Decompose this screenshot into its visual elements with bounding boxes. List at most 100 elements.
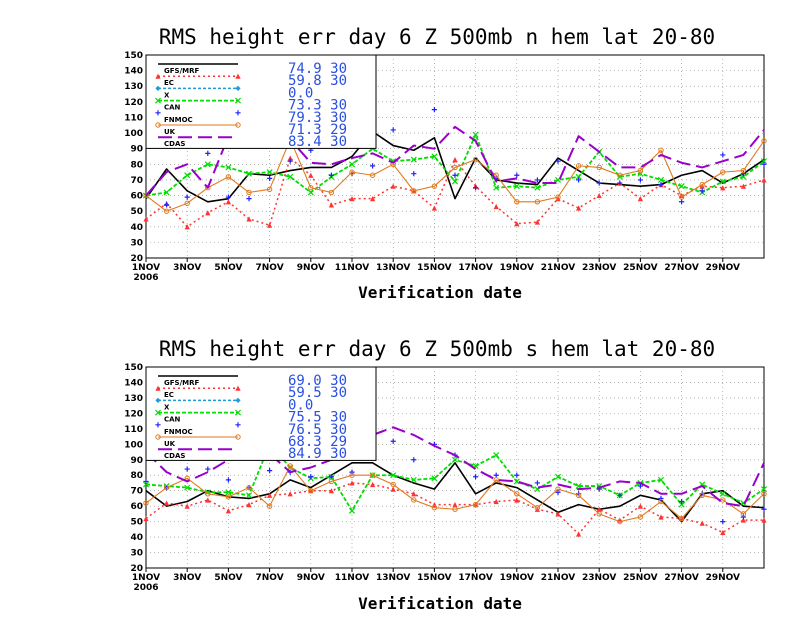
- data-point: [720, 519, 726, 525]
- data-point: [575, 163, 582, 169]
- y-tick-label: 40: [130, 533, 143, 543]
- y-tick-label: 140: [124, 378, 143, 388]
- data-point: [637, 514, 644, 520]
- data-point: [287, 491, 293, 497]
- x-tick-label: 27NOV: [664, 263, 698, 273]
- legend-marker: [155, 434, 161, 440]
- data-point: [493, 477, 499, 483]
- data-point: [369, 172, 376, 178]
- x-tick-label: 15NOV: [417, 263, 451, 273]
- data-point: [596, 180, 602, 186]
- data-point: [143, 192, 149, 199]
- series-can: [142, 131, 768, 199]
- data-point: [411, 497, 417, 503]
- data-point: [555, 158, 561, 164]
- data-point: [143, 515, 149, 522]
- legend-label: EC: [164, 79, 174, 87]
- legend-label: CAN: [164, 416, 181, 424]
- data-point: [576, 177, 582, 183]
- series-uk: [143, 463, 767, 525]
- data-point: [513, 478, 520, 485]
- y-tick-label: 90: [130, 456, 143, 466]
- series-line: [145, 465, 765, 523]
- legend-label: UK: [164, 440, 176, 448]
- y-tick-label: 150: [124, 363, 143, 373]
- data-point: [719, 490, 726, 497]
- data-point: [617, 492, 623, 498]
- data-point: [596, 192, 602, 199]
- data-point: [473, 474, 479, 480]
- data-point: [267, 222, 273, 228]
- legend-label: UK: [164, 128, 176, 136]
- data-point: [740, 514, 746, 520]
- legend-marker: [235, 434, 241, 440]
- data-point: [657, 176, 665, 183]
- y-tick-label: 150: [124, 51, 143, 61]
- data-point: [246, 196, 252, 202]
- legend-value: 59.8 30: [288, 73, 347, 89]
- x-tick-label: 23NOV: [582, 263, 616, 273]
- y-tick-label: 140: [124, 67, 143, 77]
- data-point: [657, 476, 665, 483]
- data-point: [225, 174, 232, 180]
- data-point: [431, 505, 438, 511]
- data-point: [534, 480, 540, 486]
- data-point: [493, 472, 499, 478]
- legend-label: X: [164, 91, 170, 99]
- data-point: [308, 185, 314, 191]
- data-point: [390, 486, 396, 492]
- data-point: [184, 224, 190, 230]
- data-point: [575, 492, 582, 499]
- legend-value: 68.3 29: [288, 434, 347, 450]
- legend-value: 74.9 30: [288, 61, 347, 77]
- data-point: [328, 189, 335, 196]
- data-point: [761, 161, 767, 167]
- data-point: [637, 167, 644, 174]
- legend-marker: [155, 85, 161, 91]
- data-point: [452, 157, 458, 163]
- data-point: [555, 511, 561, 517]
- data-point: [390, 472, 397, 479]
- y-tick-label: 20: [130, 564, 143, 574]
- data-point: [575, 483, 582, 490]
- legend-value: 0.0: [288, 85, 313, 101]
- data-point: [472, 156, 479, 163]
- data-point: [307, 189, 314, 196]
- data-point: [225, 194, 231, 200]
- x-tick-label: 9NOV: [297, 573, 325, 583]
- data-point: [349, 196, 355, 202]
- data-point: [184, 200, 190, 207]
- legend-marker: [154, 409, 162, 416]
- data-point: [184, 172, 191, 179]
- data-point: [678, 183, 685, 190]
- data-point: [370, 163, 376, 169]
- x-tick-label: 5NOV: [214, 573, 242, 583]
- legend-label: FNMOC: [164, 116, 193, 124]
- data-point: [370, 481, 376, 488]
- x-tick-label: 1NOV: [132, 573, 160, 583]
- data-point: [349, 469, 355, 475]
- series-line: [145, 138, 765, 212]
- data-point: [740, 517, 746, 523]
- data-point: [760, 486, 768, 493]
- data-point: [596, 511, 602, 517]
- legend-marker: [155, 110, 161, 116]
- data-point: [761, 491, 767, 497]
- y-tick-label: 30: [130, 238, 143, 248]
- data-point: [349, 472, 355, 478]
- data-point: [246, 216, 252, 222]
- x-tick-label: 5NOV: [214, 263, 242, 273]
- data-point: [163, 208, 170, 214]
- data-point: [658, 514, 664, 520]
- data-point: [246, 484, 252, 491]
- data-point: [761, 138, 767, 144]
- legend-marker: [235, 73, 241, 79]
- data-point: [267, 175, 273, 181]
- data-point: [431, 475, 438, 482]
- legend-label: EC: [164, 391, 174, 399]
- data-point: [451, 456, 459, 463]
- y-tick-label: 110: [124, 113, 143, 123]
- data-point: [472, 501, 479, 508]
- legend-label: X: [164, 403, 170, 411]
